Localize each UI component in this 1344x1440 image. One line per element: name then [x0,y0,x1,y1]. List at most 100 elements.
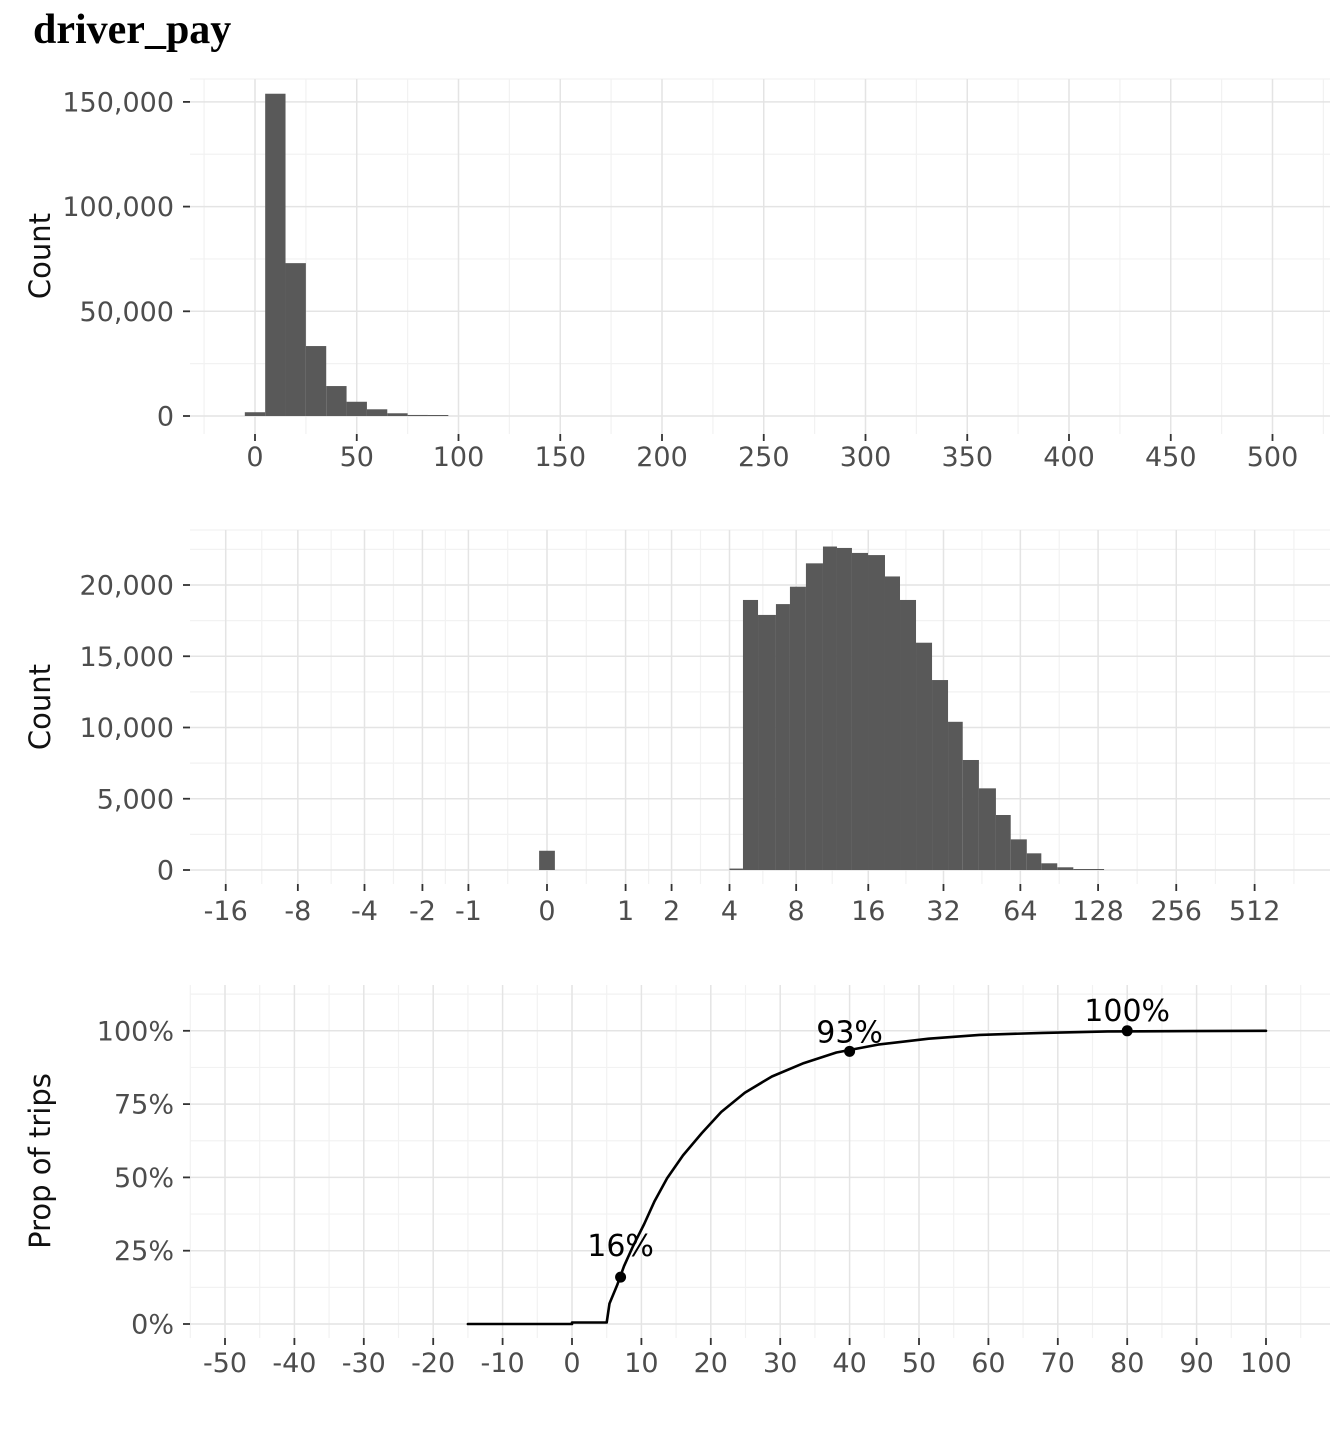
x-tick-label: 250 [738,442,790,473]
histogram-bar [775,604,790,870]
histogram-bar [868,555,885,870]
histogram-bar [822,546,837,870]
x-tick-label: 50 [340,442,374,473]
histogram-bar [244,412,266,416]
y-tick-label: 0 [157,856,174,887]
x-tick-label: 500 [1247,442,1299,473]
x-tick-label: -16 [204,896,248,927]
x-tick-label: 2 [663,896,680,927]
histogram-bar [285,263,306,416]
histogram-bar [932,680,949,870]
x-tick-label: -2 [409,896,436,927]
x-tick-label: -4 [351,896,378,927]
ecdf-curve [466,1029,1268,1326]
histogram-bar [427,415,449,416]
x-tick-label: 90 [1179,1348,1213,1379]
x-tick-label: 256 [1150,896,1202,927]
ecdf-point-label: 16% [587,1229,654,1264]
histogram-bar [265,93,286,416]
x-tick-label: 300 [840,442,892,473]
x-tick-label: 450 [1145,442,1197,473]
histogram-bar [1073,869,1105,870]
x-tick-label: 400 [1043,442,1095,473]
y-tick-label: 50% [114,1163,174,1194]
histogram-bar [900,599,917,870]
histogram-bar [305,346,327,416]
x-tick-label: 200 [636,442,688,473]
chart-ecdf: 16% 93% 100% -50 -40 -30 -20 -10 0 10 20 30 40 50 60 70… [97,985,1330,1379]
x-tick-label: 350 [941,442,993,473]
histogram-bar [978,788,996,870]
histogram-bar [995,814,1011,870]
gridlines [189,985,1330,1338]
x-tick-label: 50 [902,1348,936,1379]
histogram-bar [851,552,869,870]
histogram-bar [729,868,743,870]
y-tick-label: 10,000 [80,713,174,744]
axis-ticks-and-labels: 0 50 100 150 200 250 300 350 400 450 500 0 50,000 100… [62,87,1298,473]
x-tick-label: -1 [455,896,482,927]
histogram-bar [805,563,823,870]
histogram-bar [948,721,963,870]
x-tick-label: 8 [788,896,805,927]
x-tick-label: 30 [763,1348,797,1379]
x-tick-label: 0 [563,1348,580,1379]
histogram-bar [1010,839,1027,870]
x-tick-label: 0 [246,442,263,473]
ecdf-point [615,1271,627,1283]
chart-histogram-pseudo-log: -16 -8 -4 -2 -1 0 1 2 4 8 16 32 64 128 256 512 0 5,000 10,… [80,529,1330,928]
histogram-bar [326,386,347,416]
axis-ticks-and-labels: -50 -40 -30 -20 -10 0 10 20 30 40 50 60 70 80 90 100 0% 2… [97,1016,1292,1379]
histogram-bar [539,850,555,870]
histogram-bar [407,414,428,416]
x-tick-label: 100 [1240,1348,1292,1379]
histogram-bar [346,401,367,416]
ecdf-point [1121,1025,1133,1037]
histogram-bar [962,759,979,870]
axis-ticks-and-labels: -16 -8 -4 -2 -1 0 1 2 4 8 16 32 64 128 256 512 0 5,000 10,… [80,571,1281,928]
y-tick-label: 50,000 [80,297,174,328]
y-tick-label: 25% [114,1236,174,1267]
ecdf-point-label: 100% [1084,994,1170,1029]
x-tick-label: -40 [272,1348,316,1379]
x-tick-label: 150 [534,442,586,473]
x-tick-label: 80 [1110,1348,1144,1379]
y-tick-label: 100,000 [62,192,174,223]
x-tick-label: 16 [851,896,885,927]
figure-title: driver_pay [33,7,232,53]
x-tick-label: 512 [1229,896,1281,927]
histogram-bars [539,546,1105,870]
histogram-bar [1026,853,1042,870]
histogram-bar [916,642,933,870]
y-tick-label: 75% [114,1090,174,1121]
y-tick-label: 150,000 [62,87,174,118]
x-tick-label: 1 [617,896,634,927]
y-tick-label: 100% [97,1016,174,1047]
x-tick-label: -10 [481,1348,525,1379]
x-tick-label: -8 [284,896,311,927]
histogram-bar [789,586,806,870]
x-tick-label: 0 [538,896,555,927]
ecdf-point [844,1045,856,1057]
gridlines [190,78,1330,434]
x-tick-label: 32 [926,896,960,927]
y-tick-label: 15,000 [80,642,174,673]
x-tick-label: 70 [1041,1348,1075,1379]
histogram-bar [836,547,852,870]
x-tick-label: 4 [721,896,738,927]
histogram-bar [758,614,776,870]
x-tick-label: -20 [411,1348,455,1379]
y-tick-label: 20,000 [80,571,174,602]
y-tick-label: 5,000 [97,784,174,815]
x-tick-label: 100 [433,442,485,473]
x-tick-label: 10 [624,1348,658,1379]
chart-histogram-linear: 0 50 100 150 200 250 300 350 400 450 500 0 50,000 100… [62,78,1330,473]
x-tick-label: 64 [1003,896,1037,927]
histogram-bar [366,409,388,416]
ecdf-curve-group: 16% 93% 100% [466,994,1268,1326]
histogram-bar [387,413,408,416]
ecdf-point-label: 93% [816,1015,883,1050]
histogram-bars [244,93,449,416]
histogram-bar [742,599,759,870]
